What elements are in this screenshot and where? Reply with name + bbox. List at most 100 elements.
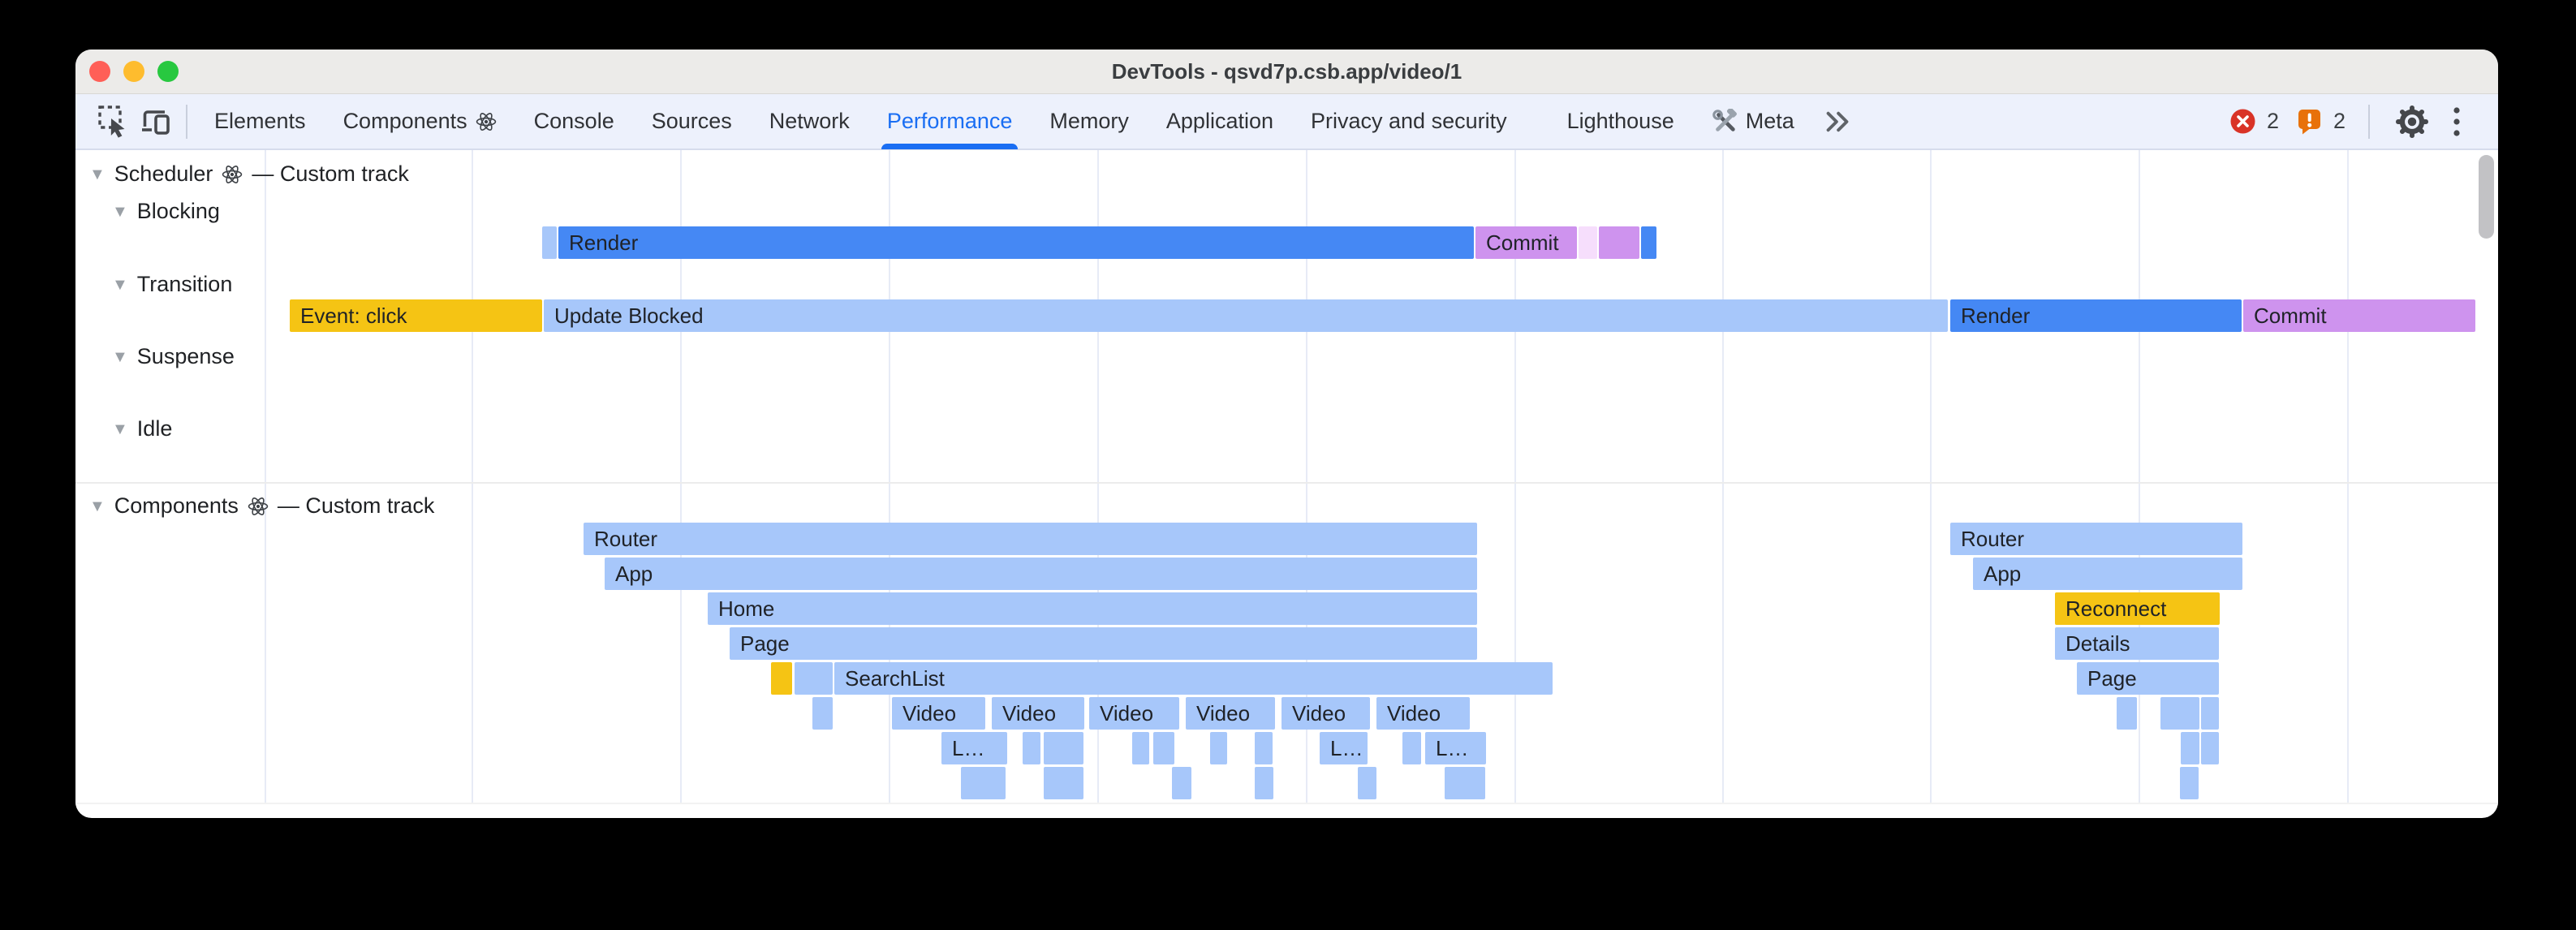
track-header-scheduler[interactable]: ▼ Scheduler — Custom track [89, 161, 409, 187]
flame-bar-update-blocked[interactable]: Update Blocked [544, 299, 1948, 332]
warning-count-badge[interactable] [2297, 108, 2322, 135]
flame-bar[interactable] [1172, 767, 1191, 799]
flame-bar-label: Page [2087, 666, 2137, 691]
lane-label-idle[interactable]: ▼ Idle [112, 416, 172, 441]
flame-bar-video[interactable]: Video [1089, 697, 1179, 730]
collapse-triangle-icon[interactable]: ▼ [112, 202, 128, 221]
tab-privacy-and-security[interactable]: Privacy and security [1292, 93, 1526, 149]
tab-memory[interactable]: Memory [1031, 93, 1148, 149]
tab-label: Performance [886, 109, 1013, 133]
flame-bar-video[interactable]: Video [1376, 697, 1470, 730]
flame-bar-router[interactable]: Router [584, 523, 1477, 555]
more-tabs-icon[interactable] [1813, 99, 1862, 144]
flame-bar-details[interactable]: Details [2055, 627, 2219, 660]
zoom-window-button[interactable] [157, 61, 179, 82]
flame-bar-video[interactable]: Video [892, 697, 985, 730]
flame-bar[interactable] [1044, 732, 1083, 764]
flame-bar[interactable] [2201, 732, 2219, 764]
flame-bar[interactable] [771, 662, 792, 695]
close-window-button[interactable] [89, 61, 110, 82]
flame-bar-label: Home [718, 596, 775, 621]
flame-bar-label: Video [1196, 701, 1251, 725]
inspect-element-icon[interactable] [93, 99, 136, 144]
flame-bar[interactable] [1641, 226, 1656, 259]
kebab-menu-icon[interactable] [2443, 99, 2470, 144]
flame-bar-l-[interactable]: L… [941, 732, 1007, 764]
flame-bar[interactable] [2181, 732, 2199, 764]
flame-bar[interactable] [1402, 732, 1421, 764]
flame-bar-video[interactable]: Video [1282, 697, 1370, 730]
lane-label-blocking[interactable]: ▼ Blocking [112, 199, 220, 224]
collapse-triangle-icon[interactable]: ▼ [89, 497, 106, 515]
timeline-gridline [1722, 150, 1724, 803]
tab-label: Components [342, 109, 467, 133]
vertical-scrollbar-thumb[interactable] [2479, 155, 2494, 239]
device-toolbar-icon[interactable] [136, 99, 178, 144]
tab-application[interactable]: Application [1148, 93, 1292, 149]
flame-bar[interactable] [542, 226, 557, 259]
tab-meta[interactable]: Meta [1693, 93, 1813, 149]
tab-elements[interactable]: Elements [196, 93, 325, 149]
flame-bar[interactable] [1255, 732, 1273, 764]
flame-bar[interactable] [1255, 767, 1273, 799]
flame-bar[interactable] [795, 662, 833, 695]
collapse-triangle-icon[interactable]: ▼ [112, 347, 128, 366]
flame-bar[interactable] [2180, 767, 2199, 799]
tab-network[interactable]: Network [751, 93, 868, 149]
error-count: 2 [2266, 109, 2279, 133]
flame-bar-video[interactable]: Video [992, 697, 1084, 730]
flame-bar-page[interactable]: Page [2077, 662, 2219, 695]
tab-label: Application [1165, 109, 1273, 133]
flame-bar-l-[interactable]: L… [1425, 732, 1486, 764]
flame-bar-reconnect[interactable]: Reconnect [2055, 592, 2220, 625]
lane-label-transition[interactable]: ▼ Transition [112, 272, 232, 297]
active-tab-underline [881, 144, 1019, 149]
lane-label-suspense[interactable]: ▼ Suspense [112, 344, 235, 369]
error-icon [2230, 109, 2255, 134]
flame-bar-app[interactable]: App [1973, 558, 2242, 590]
flame-bar-app[interactable]: App [605, 558, 1477, 590]
flame-bar-render[interactable]: Render [1950, 299, 2242, 332]
flame-bar[interactable] [1132, 732, 1149, 764]
flame-bar-label: Render [1961, 304, 2031, 328]
flame-bar-video[interactable]: Video [1186, 697, 1275, 730]
flame-bar-event-click[interactable]: Event: click [290, 299, 542, 332]
tab-sources[interactable]: Sources [633, 93, 751, 149]
flame-bar[interactable] [1023, 732, 1040, 764]
flame-bar[interactable] [1153, 732, 1174, 764]
flame-bar[interactable] [1044, 767, 1083, 799]
collapse-triangle-icon[interactable]: ▼ [89, 165, 106, 183]
flame-bar[interactable] [2201, 697, 2219, 730]
flame-bar-commit[interactable]: Commit [1475, 226, 1577, 259]
flame-bar-l-[interactable]: L… [1320, 732, 1368, 764]
settings-gear-icon[interactable] [2393, 99, 2432, 144]
flame-bar-searchlist[interactable]: SearchList [834, 662, 1553, 695]
flame-bar[interactable] [1599, 226, 1639, 259]
flame-bar-render[interactable]: Render [558, 226, 1474, 259]
flame-bar[interactable] [1579, 226, 1597, 259]
tab-label: Network [769, 109, 850, 133]
flame-bar[interactable] [2160, 697, 2199, 730]
flame-bar[interactable] [1358, 767, 1376, 799]
track-section-separator [75, 482, 2498, 484]
flame-bar[interactable] [1210, 732, 1227, 764]
error-count-badge[interactable] [2230, 109, 2255, 134]
flame-bar-page[interactable]: Page [730, 627, 1477, 660]
flame-bar[interactable] [2117, 697, 2137, 730]
tab-label: Privacy and security [1311, 109, 1507, 133]
flame-bar-home[interactable]: Home [708, 592, 1477, 625]
minimize-window-button[interactable] [123, 61, 144, 82]
tab-performance[interactable]: Performance [868, 93, 1032, 149]
tab-console[interactable]: Console [515, 93, 633, 149]
flame-bar[interactable] [812, 697, 833, 730]
collapse-triangle-icon[interactable]: ▼ [112, 420, 128, 438]
flame-bar-label: Render [569, 230, 639, 255]
flame-bar[interactable] [961, 767, 1006, 799]
tab-lighthouse[interactable]: Lighthouse [1549, 93, 1693, 149]
flame-bar[interactable] [1445, 767, 1485, 799]
track-header-components[interactable]: ▼ Components — Custom track [89, 493, 434, 519]
flame-bar-router[interactable]: Router [1950, 523, 2242, 555]
collapse-triangle-icon[interactable]: ▼ [112, 275, 128, 294]
tab-components[interactable]: Components [325, 93, 515, 149]
flame-bar-commit[interactable]: Commit [2243, 299, 2475, 332]
